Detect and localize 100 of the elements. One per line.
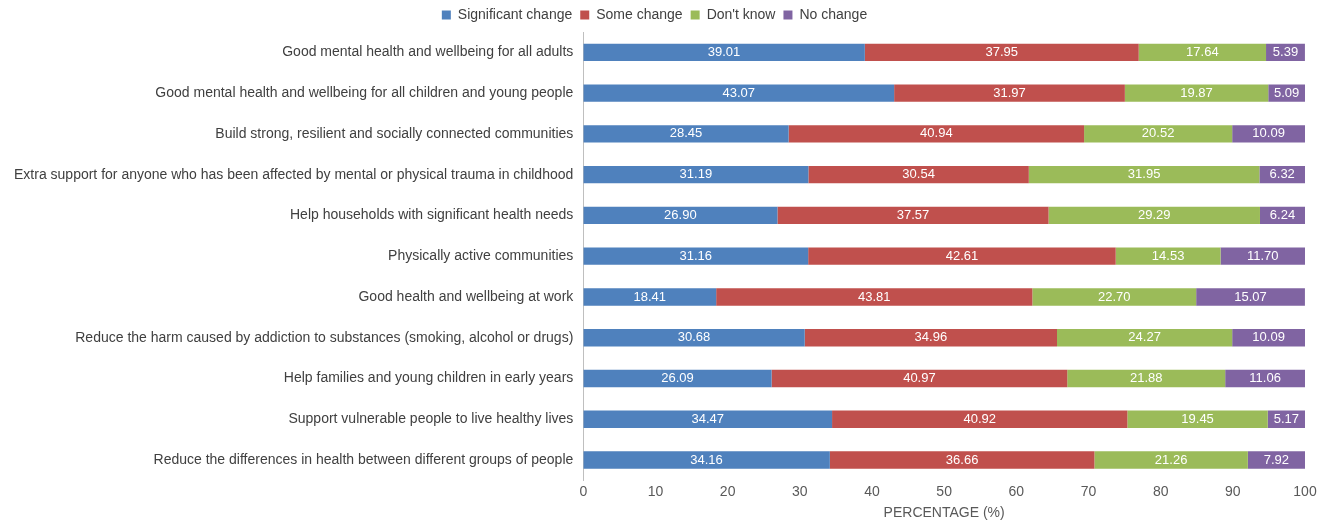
data-label: 39.01	[707, 43, 741, 59]
data-label: 37.57	[896, 207, 930, 223]
bar	[1232, 125, 1305, 143]
x-axis-title: PERCENTAGE (%)	[883, 504, 1005, 521]
data-label: 36.66	[945, 451, 979, 467]
y-tick-label: Good health and wellbeing at work	[358, 287, 575, 304]
bar	[583, 84, 895, 102]
bar	[1084, 125, 1233, 143]
data-label: 34.96	[914, 329, 948, 345]
bar	[771, 369, 1068, 388]
bar	[804, 329, 1058, 347]
data-label: 28.45	[669, 125, 703, 141]
bar	[583, 410, 833, 428]
bar	[808, 166, 1029, 184]
y-tick-label: Physically active communities	[388, 247, 574, 264]
x-tick-label: 40	[864, 482, 880, 499]
bar	[788, 125, 1085, 143]
data-label: 17.64	[1186, 43, 1219, 59]
data-label: 31.95	[1127, 166, 1161, 182]
x-tick-label: 60	[1008, 482, 1025, 499]
y-tick-label: Good mental health and wellbeing for all adults	[282, 43, 574, 60]
bar	[1247, 451, 1305, 469]
data-label: 21.26	[1154, 451, 1188, 467]
bar	[894, 84, 1125, 102]
data-label: 30.54	[902, 166, 935, 182]
bar	[1032, 288, 1197, 306]
bar	[583, 288, 717, 306]
data-label: 34.47	[691, 410, 724, 426]
bar	[1124, 84, 1269, 102]
x-tick-label: 100	[1293, 482, 1317, 499]
bar	[1057, 329, 1233, 347]
data-label: 34.16	[690, 451, 723, 467]
bar	[583, 451, 830, 469]
y-tick-label: Help households with significant health needs	[290, 206, 574, 223]
data-label: 29.29	[1138, 207, 1171, 223]
data-label: 19.87	[1180, 84, 1213, 100]
data-label: 21.88	[1129, 370, 1163, 386]
legend-label: Some change	[596, 5, 683, 22]
data-label: 40.94	[920, 125, 953, 141]
bar	[1115, 247, 1221, 265]
x-tick-label: 30	[792, 482, 808, 499]
data-label: 40.97	[903, 370, 936, 386]
y-tick-label: Help families and young children in early years	[283, 369, 574, 386]
bar	[583, 206, 778, 225]
legend-label: Don't know	[706, 5, 777, 22]
data-label: 15.07	[1234, 288, 1267, 304]
data-label: 5.17	[1273, 410, 1300, 426]
bar	[1127, 410, 1268, 428]
data-label: 5.09	[1273, 84, 1300, 100]
x-tick-label: 80	[1152, 482, 1169, 499]
y-tick-label: Good mental health and wellbeing for all children and young people	[155, 84, 574, 100]
x-tick-label: 90	[1225, 482, 1241, 499]
data-label: 43.81	[857, 288, 891, 304]
data-label: 6.32	[1269, 166, 1295, 182]
data-label: 30.68	[677, 329, 711, 345]
data-label: 42.61	[945, 247, 979, 263]
data-label: 14.53	[1151, 247, 1185, 263]
bar	[864, 43, 1139, 62]
x-tick-label: 50	[936, 482, 953, 499]
bar	[583, 125, 789, 143]
data-label: 10.09	[1252, 125, 1285, 141]
data-label: 24.27	[1128, 329, 1161, 345]
bar	[1067, 369, 1226, 388]
data-label: 40.92	[963, 410, 996, 426]
y-tick-label: Reduce the harm caused by addiction to substances (smoking, alcohol or drugs)	[75, 328, 574, 345]
data-label: 11.70	[1246, 247, 1279, 263]
bar	[583, 369, 772, 388]
bar	[777, 206, 1049, 225]
bar	[829, 451, 1095, 469]
data-label: 7.92	[1263, 451, 1290, 467]
y-tick-label: Extra support for anyone who has been affected by mental or physical trauma in childhood	[14, 165, 574, 182]
bar	[716, 288, 1033, 306]
data-label: 37.95	[985, 43, 1019, 59]
y-tick-label: Support vulnerable people to live healthy lives	[288, 410, 574, 427]
x-tick-label: 20	[719, 482, 736, 499]
data-label: 6.24	[1269, 207, 1296, 223]
x-tick-label: 0	[579, 482, 588, 499]
data-label: 20.52	[1141, 125, 1175, 141]
bar	[583, 166, 809, 184]
bar	[583, 329, 805, 347]
bar	[1028, 166, 1260, 184]
data-label: 10.09	[1252, 329, 1285, 345]
legend-label: No change	[799, 5, 868, 22]
bar	[1094, 451, 1248, 469]
bar	[832, 410, 1128, 428]
data-label: 11.06	[1249, 370, 1281, 386]
y-tick-label: Build strong, resilient and socially connected communities	[215, 124, 574, 141]
data-label: 31.16	[679, 247, 713, 263]
data-label: 22.70	[1097, 288, 1131, 304]
x-tick-label: 10	[647, 482, 664, 499]
data-label: 26.09	[661, 370, 694, 386]
bar	[1138, 43, 1267, 62]
data-label: 31.97	[993, 84, 1026, 100]
bar	[583, 43, 865, 62]
bar	[1196, 288, 1305, 306]
data-label: 19.45	[1181, 410, 1214, 426]
data-label: 43.07	[722, 84, 755, 100]
data-label: 26.90	[664, 207, 697, 223]
legend-label: Significant change	[457, 5, 573, 22]
y-tick-label: Reduce the differences in health between different groups of people	[153, 450, 574, 467]
